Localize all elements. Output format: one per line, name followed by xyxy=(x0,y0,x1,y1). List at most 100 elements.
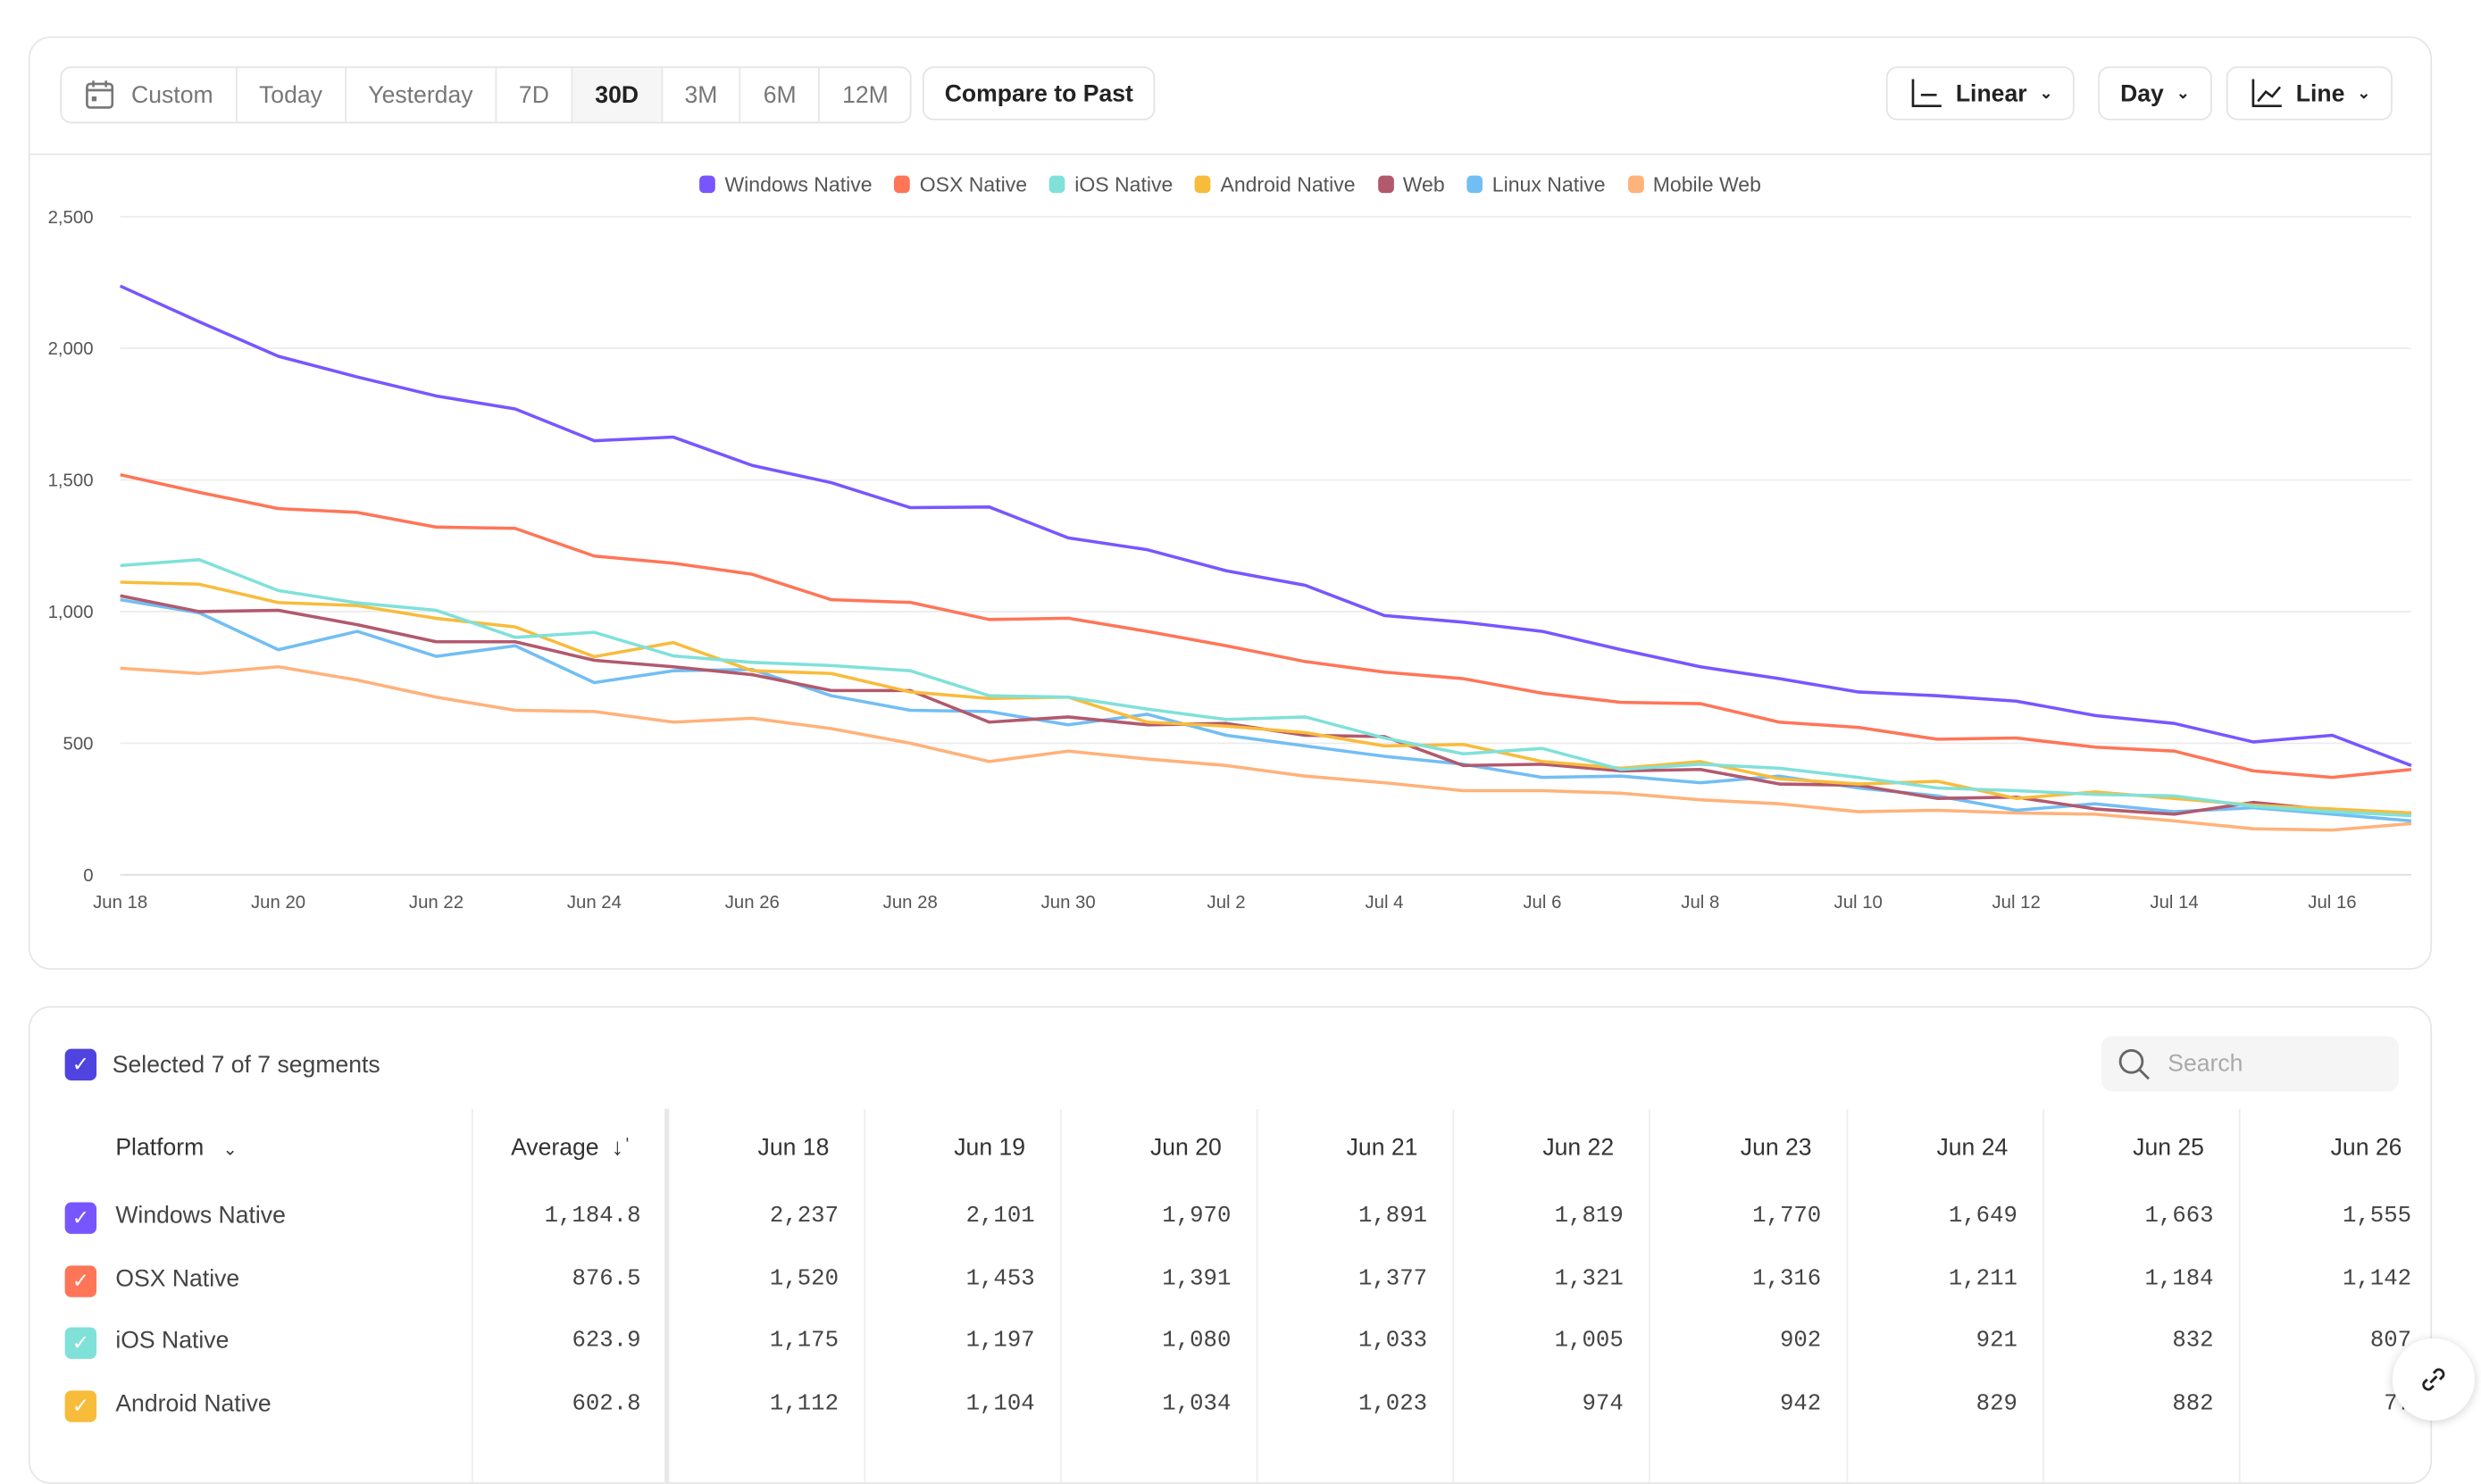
x-tick-label: Jun 20 xyxy=(251,893,305,913)
range-label: 30D xyxy=(595,81,639,109)
scale-dropdown[interactable]: Linear ⌄ xyxy=(1885,66,2076,121)
date-range-selector: Custom Today Yesterday 7D 30D 3M 6M 12M xyxy=(60,66,913,124)
legend-swatch xyxy=(1377,175,1394,194)
y-tick-label: 0 xyxy=(83,866,93,886)
legend-item[interactable]: Mobile Web xyxy=(1627,172,1761,196)
cell-value: 1,453 xyxy=(965,1266,1035,1292)
cell-value: 921 xyxy=(1976,1329,2017,1355)
chart-type-dropdown[interactable]: Line ⌄ xyxy=(2226,66,2393,121)
cell-value: 1,197 xyxy=(965,1329,1035,1355)
legend-item[interactable]: Android Native xyxy=(1195,172,1356,196)
interval-dropdown[interactable]: Day ⌄ xyxy=(2098,66,2212,121)
column-divider xyxy=(2238,1108,2241,1483)
search-input[interactable]: Search xyxy=(2101,1036,2399,1092)
cell-value: 974 xyxy=(1582,1391,1624,1418)
chart-legend: Windows Native OSX Native iOS Native Androi… xyxy=(30,172,2431,196)
y-tick-label: 2,000 xyxy=(48,339,94,359)
segment-checkbox[interactable]: ✓ xyxy=(64,1264,97,1297)
legend-label: Android Native xyxy=(1220,172,1356,196)
legend-item[interactable]: OSX Native xyxy=(894,172,1027,196)
cell-value: 1,770 xyxy=(1752,1204,1822,1230)
x-tick-label: Jun 24 xyxy=(567,893,622,913)
calendar-icon xyxy=(86,80,114,109)
scale-label: Linear xyxy=(1955,79,2027,107)
column-divider xyxy=(1452,1108,1455,1483)
date-header[interactable]: Jun 22 xyxy=(1542,1134,1615,1162)
range-today[interactable]: Today xyxy=(237,68,347,122)
segment-checkbox[interactable]: ✓ xyxy=(64,1327,97,1360)
table-row: ✓ Windows Native 1,184.8 2,237 2,101 1,970 1,8… xyxy=(30,1199,2431,1238)
chevron-down-icon: ⌄ xyxy=(2357,84,2371,103)
range-yesterday[interactable]: Yesterday xyxy=(347,68,497,122)
range-label: 12M xyxy=(842,81,889,109)
x-tick-label: Jun 26 xyxy=(725,893,780,913)
interval-label: Day xyxy=(2120,79,2164,107)
y-tick-label: 500 xyxy=(63,734,94,754)
date-header[interactable]: Jun 26 xyxy=(2330,1134,2402,1162)
date-header[interactable]: Jun 25 xyxy=(2133,1134,2204,1162)
series-line-mobile-web[interactable] xyxy=(120,664,2412,832)
range-30d[interactable]: 30D xyxy=(572,68,663,122)
column-divider xyxy=(664,1108,670,1483)
cell-value: 2,237 xyxy=(769,1204,840,1230)
series-line-ios-native[interactable] xyxy=(120,558,2411,818)
legend-item[interactable]: Windows Native xyxy=(699,172,873,196)
segment-name: Windows Native xyxy=(115,1202,286,1230)
series-line-android-native[interactable] xyxy=(120,580,2411,815)
chevron-down-icon: ⌄ xyxy=(222,1140,238,1160)
range-label: Yesterday xyxy=(368,81,473,109)
cell-value: 1,005 xyxy=(1554,1329,1624,1355)
x-tick-label: Jul 12 xyxy=(1992,893,2040,913)
x-tick-label: Jun 22 xyxy=(409,893,464,913)
range-6m[interactable]: 6M xyxy=(741,68,821,122)
legend-label: iOS Native xyxy=(1074,172,1174,196)
legend-item[interactable]: Linux Native xyxy=(1466,172,1606,196)
series-line-linux-native[interactable] xyxy=(120,597,2412,823)
date-header[interactable]: Jun 20 xyxy=(1149,1134,1222,1162)
chevron-down-icon: ⌄ xyxy=(2176,84,2190,103)
selection-label: Selected 7 of 7 segments xyxy=(112,1051,380,1079)
cell-value: 1,649 xyxy=(1948,1204,2017,1230)
cell-value: 1,034 xyxy=(1162,1391,1232,1418)
legend-label: Mobile Web xyxy=(1652,172,1761,196)
cell-value: 1,891 xyxy=(1357,1204,1428,1230)
legend-item[interactable]: Web xyxy=(1377,172,1445,196)
legend-swatch xyxy=(1195,175,1211,194)
average-value: 1,184.8 xyxy=(544,1204,641,1230)
range-3m[interactable]: 3M xyxy=(663,68,741,122)
cell-value: 1,520 xyxy=(769,1266,840,1292)
range-12m[interactable]: 12M xyxy=(820,68,910,121)
series-line-web[interactable] xyxy=(120,594,2411,816)
date-header[interactable]: Jun 18 xyxy=(757,1134,830,1162)
select-all-checkbox[interactable]: ✓ xyxy=(64,1048,97,1081)
table-row: ✓ Android Native 602.8 1,112 1,104 1,034 1,023… xyxy=(30,1387,2431,1425)
range-custom[interactable]: Custom xyxy=(62,68,238,122)
range-label: Today xyxy=(259,81,322,109)
search-icon xyxy=(2118,1048,2150,1080)
series-line-windows-native[interactable] xyxy=(119,284,2412,767)
chevron-down-icon: ⌄ xyxy=(2039,84,2053,103)
link-icon xyxy=(2422,1368,2445,1391)
cell-value: 1,104 xyxy=(965,1391,1035,1418)
date-header[interactable]: Jun 19 xyxy=(954,1134,1026,1162)
legend-item[interactable]: iOS Native xyxy=(1048,172,1174,196)
column-divider xyxy=(1060,1108,1062,1483)
date-header[interactable]: Jun 23 xyxy=(1740,1134,1812,1162)
chart-card: Custom Today Yesterday 7D 30D 3M 6M 12M Compare… xyxy=(28,36,2433,971)
column-divider xyxy=(1649,1108,1650,1483)
segment-checkbox[interactable]: ✓ xyxy=(64,1389,97,1422)
cell-value: 1,033 xyxy=(1357,1329,1428,1355)
segment-checkbox[interactable]: ✓ xyxy=(64,1202,97,1234)
range-label: 3M xyxy=(684,81,718,109)
range-7d[interactable]: 7D xyxy=(497,68,573,122)
date-header[interactable]: Jun 21 xyxy=(1346,1134,1418,1162)
series-line-osx-native[interactable] xyxy=(120,472,2412,780)
platform-header[interactable]: Platform ⌄ xyxy=(115,1134,238,1161)
legend-label: Web xyxy=(1402,172,1445,196)
average-header[interactable]: Average ↓ˈ xyxy=(511,1134,631,1161)
copy-link-button[interactable] xyxy=(2392,1338,2475,1421)
x-tick-label: Jul 4 xyxy=(1365,893,1403,913)
cell-value: 1,391 xyxy=(1162,1266,1232,1292)
compare-to-past-button[interactable]: Compare to Past xyxy=(922,66,1156,121)
date-header[interactable]: Jun 24 xyxy=(1936,1134,2009,1162)
